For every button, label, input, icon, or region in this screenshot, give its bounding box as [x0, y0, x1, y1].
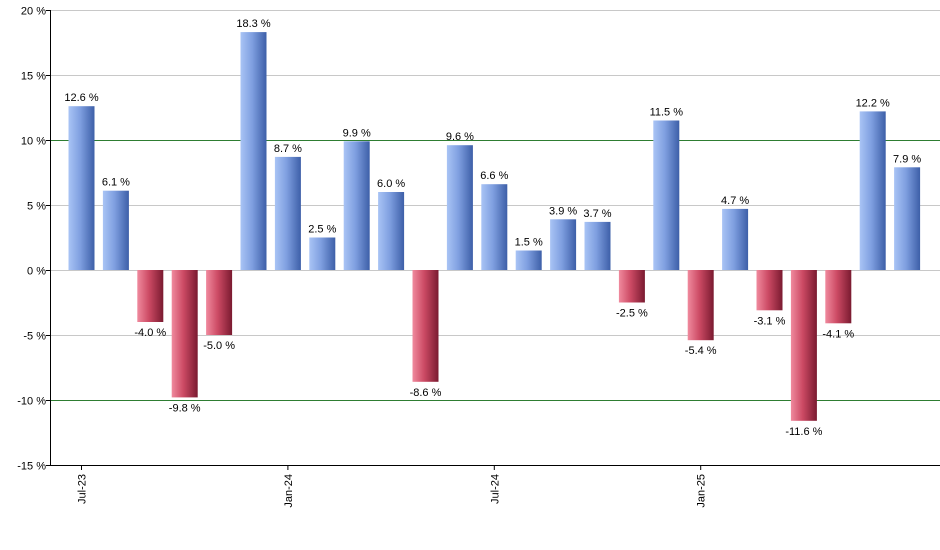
bar-value-label: -8.6 %	[410, 387, 442, 399]
gridlines	[50, 10, 940, 466]
y-tick-label: -10 %	[17, 396, 46, 408]
bar-value-label: -5.4 %	[685, 345, 717, 357]
bar-negative	[756, 270, 783, 311]
bar-positive	[722, 208, 749, 270]
bar-value-label: 6.1 %	[102, 177, 130, 189]
bar-value-label: 12.2 %	[856, 97, 890, 109]
bar-negative	[206, 270, 233, 335]
bar-positive	[481, 184, 508, 270]
bar-value-label: 9.6 %	[446, 131, 474, 143]
bar-positive	[550, 219, 577, 270]
bar-positive	[584, 221, 611, 270]
bar-value-label: 1.5 %	[515, 237, 543, 249]
bar-value-label: 6.6 %	[480, 170, 508, 182]
bar-value-label: 3.7 %	[583, 208, 611, 220]
bar-negative	[171, 270, 198, 398]
bar-value-label: -11.6 %	[785, 426, 822, 438]
bar-value-label: 6.0 %	[377, 178, 405, 190]
bar-value-label: 2.5 %	[308, 224, 336, 236]
bar-value-label: 7.9 %	[893, 153, 921, 165]
bar-negative	[618, 270, 645, 303]
bar-value-label: 11.5 %	[650, 107, 684, 119]
bar-value-label: 8.7 %	[274, 143, 302, 155]
axes: 20 % 15 % 10 % 5 % 0 % -5 % -10 % -15 % Jul-23 Ja…	[17, 6, 940, 508]
y-tick-label: -5 %	[23, 331, 46, 343]
bar-value-label: -5.0 %	[203, 340, 235, 352]
bar-positive	[446, 145, 473, 270]
bar-value-label: 18.3 %	[236, 18, 270, 30]
bar-positive	[343, 141, 370, 270]
bar-negative	[412, 270, 439, 382]
bar-positive	[68, 106, 95, 270]
bar-value-label: 12.6 %	[64, 92, 98, 104]
bar-value-label: -9.8 %	[169, 402, 201, 414]
bar-negative	[790, 270, 817, 421]
x-tick-label: Jan-24	[283, 474, 295, 508]
y-tick-label: 5 %	[27, 201, 46, 213]
bar-negative	[825, 270, 852, 324]
bar-positive	[894, 167, 921, 270]
bar-positive	[240, 32, 267, 270]
y-tick-label: 20 %	[21, 6, 46, 18]
bar-positive	[515, 250, 542, 270]
bar-value-label: -3.1 %	[754, 315, 786, 327]
bar-value-label: -4.1 %	[822, 328, 854, 340]
bar-positive	[274, 156, 301, 270]
x-tick-label: Jul-23	[77, 474, 89, 504]
y-tick-label: 10 %	[21, 136, 46, 148]
bar-positive	[653, 120, 680, 270]
bar-positive	[309, 237, 336, 270]
y-tick-label: -15 %	[17, 461, 46, 473]
y-tick-label: 15 %	[21, 71, 46, 83]
bar-value-label: 3.9 %	[549, 205, 577, 217]
x-tick-label: Jan-25	[696, 474, 708, 508]
bar-value-label: -4.0 %	[134, 327, 166, 339]
bar-positive	[378, 192, 405, 270]
bar-value-label: 9.9 %	[343, 127, 371, 139]
bar-negative	[137, 270, 164, 322]
x-tick-label: Jul-24	[489, 474, 501, 504]
bar-negative	[687, 270, 714, 341]
bar-value-label: 4.7 %	[721, 195, 749, 207]
bar-positive	[102, 190, 129, 270]
y-tick-label: 0 %	[27, 266, 46, 278]
bar-value-label: -2.5 %	[616, 308, 648, 320]
value-labels: 12.6 % 6.1 % -4.0 % -9.8 % -5.0 % 18.3 % 8.7 %…	[64, 18, 921, 438]
bar-positive	[859, 111, 886, 271]
bars	[68, 32, 921, 421]
